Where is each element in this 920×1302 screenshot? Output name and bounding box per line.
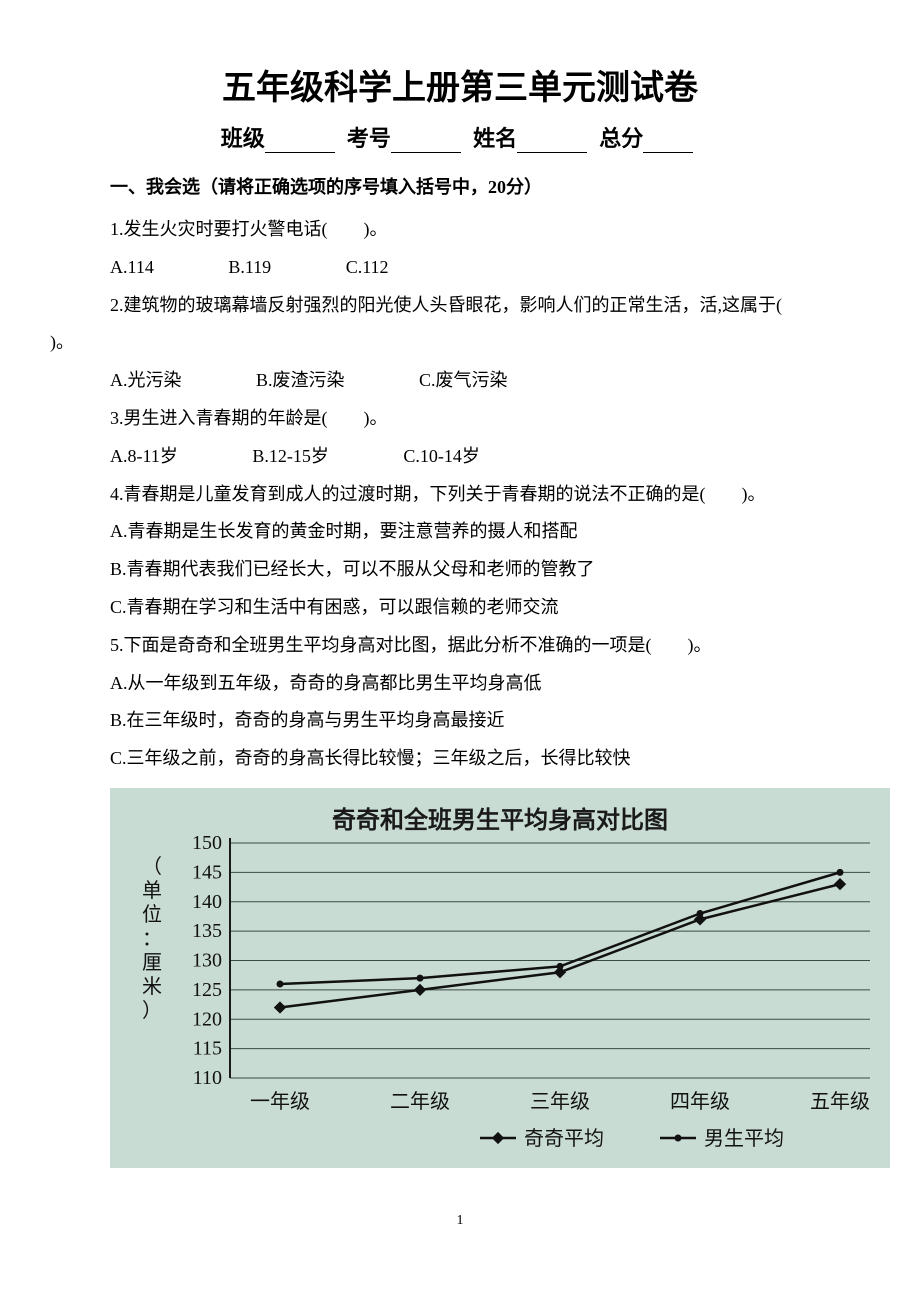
svg-text:单: 单 bbox=[142, 879, 162, 902]
chart-container: 奇奇和全班男生平均身高对比图 110 115 120 125 130 135 140 145 15… bbox=[110, 788, 810, 1173]
page-number: 1 bbox=[50, 1213, 870, 1229]
svg-text:三年级: 三年级 bbox=[530, 1090, 590, 1113]
q4-optB: B.青春期代表我们已经长大，可以不服从父母和老师的管教了 bbox=[110, 551, 870, 589]
svg-text:120: 120 bbox=[192, 1008, 222, 1030]
q2-optB: B.废渣污染 bbox=[256, 362, 345, 400]
height-chart: 奇奇和全班男生平均身高对比图 110 115 120 125 130 135 140 145 15… bbox=[110, 788, 890, 1168]
doc-title: 五年级科学上册第三单元测试卷 bbox=[50, 60, 870, 109]
svg-text:米: 米 bbox=[142, 975, 162, 998]
q1-stem: 1.发生火灾时要打火警电话( )。 bbox=[110, 211, 870, 249]
class-blank bbox=[265, 130, 335, 153]
q4-optA: A.青春期是生长发育的黄金时期，要注意营养的摄人和搭配 bbox=[110, 513, 870, 551]
svg-text:135: 135 bbox=[192, 920, 222, 942]
q5-stem: 5.下面是奇奇和全班男生平均身高对比图，据此分析不准确的一项是( )。 bbox=[110, 627, 870, 665]
svg-text:位: 位 bbox=[142, 903, 162, 926]
q2-optA: A.光污染 bbox=[110, 362, 182, 400]
class-label: 班级 bbox=[221, 126, 265, 151]
q5-optA: A.从一年级到五年级，奇奇的身高都比男生平均身高低 bbox=[110, 665, 870, 703]
svg-text:110: 110 bbox=[193, 1067, 222, 1089]
q2-options: A.光污染 B.废渣污染 C.废气污染 bbox=[110, 362, 870, 400]
header-fields: 班级 考号 姓名 总分 bbox=[50, 121, 870, 153]
svg-text:145: 145 bbox=[192, 861, 222, 883]
total-label: 总分 bbox=[599, 126, 643, 151]
svg-text:：: ： bbox=[142, 928, 162, 950]
q3-optB: B.12-15岁 bbox=[252, 438, 329, 476]
svg-text:厘: 厘 bbox=[142, 952, 162, 974]
svg-text:奇奇和全班男生平均身高对比图: 奇奇和全班男生平均身高对比图 bbox=[332, 806, 668, 834]
q3-optC: C.10-14岁 bbox=[403, 438, 480, 476]
q1-options: A.114 B.119 C.112 bbox=[110, 249, 870, 287]
examno-blank bbox=[391, 130, 461, 153]
page: 五年级科学上册第三单元测试卷 班级 考号 姓名 总分 一、我会选（请将正确选项的… bbox=[0, 0, 920, 1259]
q3-options: A.8-11岁 B.12-15岁 C.10-14岁 bbox=[110, 438, 870, 476]
q5-optB: B.在三年级时，奇奇的身高与男生平均身高最接近 bbox=[110, 702, 870, 740]
name-label: 姓名 bbox=[473, 126, 517, 151]
q1-optC: C.112 bbox=[346, 249, 389, 287]
q5-optC: C.三年级之前，奇奇的身高长得比较慢；三年级之后，长得比较快 bbox=[110, 740, 870, 778]
svg-text:130: 130 bbox=[192, 949, 222, 971]
q1-optB: B.119 bbox=[228, 249, 271, 287]
q4-stem: 4.青春期是儿童发育到成人的过渡时期，下列关于青春期的说法不正确的是( )。 bbox=[110, 476, 870, 514]
q1-optA: A.114 bbox=[110, 249, 154, 287]
svg-text:150: 150 bbox=[192, 832, 222, 854]
svg-text:一年级: 一年级 bbox=[250, 1090, 310, 1113]
q2-line2: )。 bbox=[50, 324, 870, 362]
svg-text:125: 125 bbox=[192, 979, 222, 1001]
svg-text:男生平均: 男生平均 bbox=[704, 1127, 784, 1150]
q4-optC: C.青春期在学习和生活中有困惑，可以跟信赖的老师交流 bbox=[110, 589, 870, 627]
svg-text:二年级: 二年级 bbox=[390, 1090, 450, 1113]
svg-text:）: ） bbox=[142, 999, 162, 1022]
q3-stem: 3.男生进入青春期的年龄是( )。 bbox=[110, 400, 870, 438]
svg-text:140: 140 bbox=[192, 891, 222, 913]
svg-text:（: （ bbox=[142, 855, 162, 878]
total-blank bbox=[643, 130, 693, 153]
svg-text:奇奇平均: 奇奇平均 bbox=[524, 1127, 604, 1150]
examno-label: 考号 bbox=[347, 126, 391, 151]
svg-text:115: 115 bbox=[193, 1038, 222, 1060]
q2-optC: C.废气污染 bbox=[419, 362, 508, 400]
section1-heading: 一、我会选（请将正确选项的序号填入括号中，20分） bbox=[110, 173, 870, 199]
name-blank bbox=[517, 130, 587, 153]
q2-line1: 2.建筑物的玻璃幕墙反射强烈的阳光使人头昏眼花，影响人们的正常生活，活,这属于( bbox=[110, 287, 870, 325]
q3-optA: A.8-11岁 bbox=[110, 438, 178, 476]
svg-text:五年级: 五年级 bbox=[810, 1090, 870, 1113]
svg-text:四年级: 四年级 bbox=[670, 1090, 730, 1113]
